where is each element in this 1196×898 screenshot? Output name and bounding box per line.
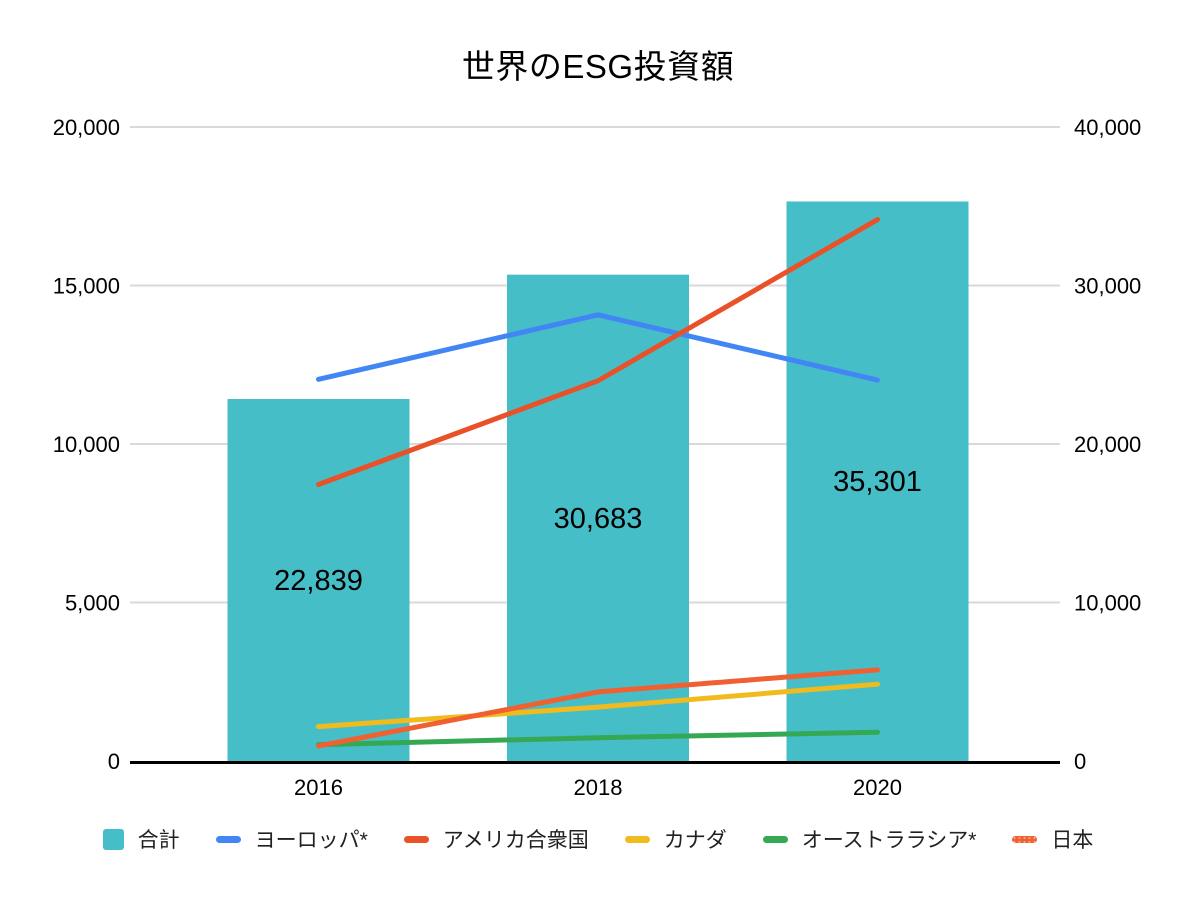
- legend-item-australasia[interactable]: オーストララシア*: [762, 824, 977, 854]
- left-axis-tick-0: 0: [108, 749, 120, 774]
- bar-label-2018: 30,683: [554, 503, 643, 535]
- legend-item-canada[interactable]: カナダ: [624, 824, 727, 854]
- legend-label-canada: カナダ: [663, 829, 727, 852]
- legend-swatch-australasia: [762, 835, 788, 843]
- left-axis-tick-4: 20,000: [53, 115, 120, 140]
- right-axis-tick-4: 40,000: [1074, 115, 1141, 140]
- x-axis-label-2020: 2020: [853, 775, 902, 800]
- line-japan[interactable]: [316, 667, 880, 749]
- line-europe[interactable]: [316, 312, 880, 383]
- left-axis-tick-1: 5,000: [65, 591, 120, 616]
- legend: 合計 ヨーロッパ* アメリカ合衆国 カナダ オーストララシア* 日本: [0, 821, 1196, 857]
- bar-2018[interactable]: [507, 274, 689, 761]
- left-axis-tick-2: 10,000: [53, 432, 120, 457]
- legend-label-japan: 日本: [1051, 829, 1094, 852]
- legend-item-europe[interactable]: ヨーロッパ*: [215, 824, 368, 854]
- legend-item-usa[interactable]: アメリカ合衆国: [403, 824, 589, 854]
- plot-area: 22,839 30,683 35,301 0 5,000 10,000 15,000 20,0…: [53, 115, 1142, 800]
- x-axis-label-2018: 2018: [574, 775, 623, 800]
- x-axis-label-2016: 2016: [294, 775, 343, 800]
- chart-title: 世界のESG投資額: [461, 48, 735, 85]
- legend-swatch-canada: [624, 835, 650, 843]
- legend-item-total[interactable]: 合計: [102, 824, 180, 854]
- legend-label-europe: ヨーロッパ*: [254, 829, 368, 852]
- legend-label-total: 合計: [137, 829, 180, 852]
- line-canada[interactable]: [316, 681, 880, 730]
- right-axis-tick-1: 10,000: [1074, 591, 1141, 616]
- legend-label-australasia: オーストララシア*: [801, 829, 977, 852]
- right-axis-tick-3: 30,000: [1074, 274, 1141, 299]
- line-australasia[interactable]: [316, 729, 880, 748]
- legend-swatch-total: [102, 828, 124, 850]
- legend-swatch-europe: [215, 835, 241, 843]
- legend-label-usa: アメリカ合衆国: [442, 829, 589, 852]
- right-axis-tick-2: 20,000: [1074, 432, 1141, 457]
- left-axis-tick-3: 15,000: [53, 274, 120, 299]
- legend-item-japan[interactable]: 日本: [1012, 824, 1093, 854]
- bar-label-2016: 22,839: [274, 565, 363, 597]
- legend-swatch-japan: [1012, 835, 1038, 843]
- legend-swatch-usa: [403, 835, 429, 843]
- bar-label-2020: 35,301: [833, 466, 922, 498]
- line-usa[interactable]: [316, 217, 880, 487]
- right-axis-tick-0: 0: [1074, 749, 1086, 774]
